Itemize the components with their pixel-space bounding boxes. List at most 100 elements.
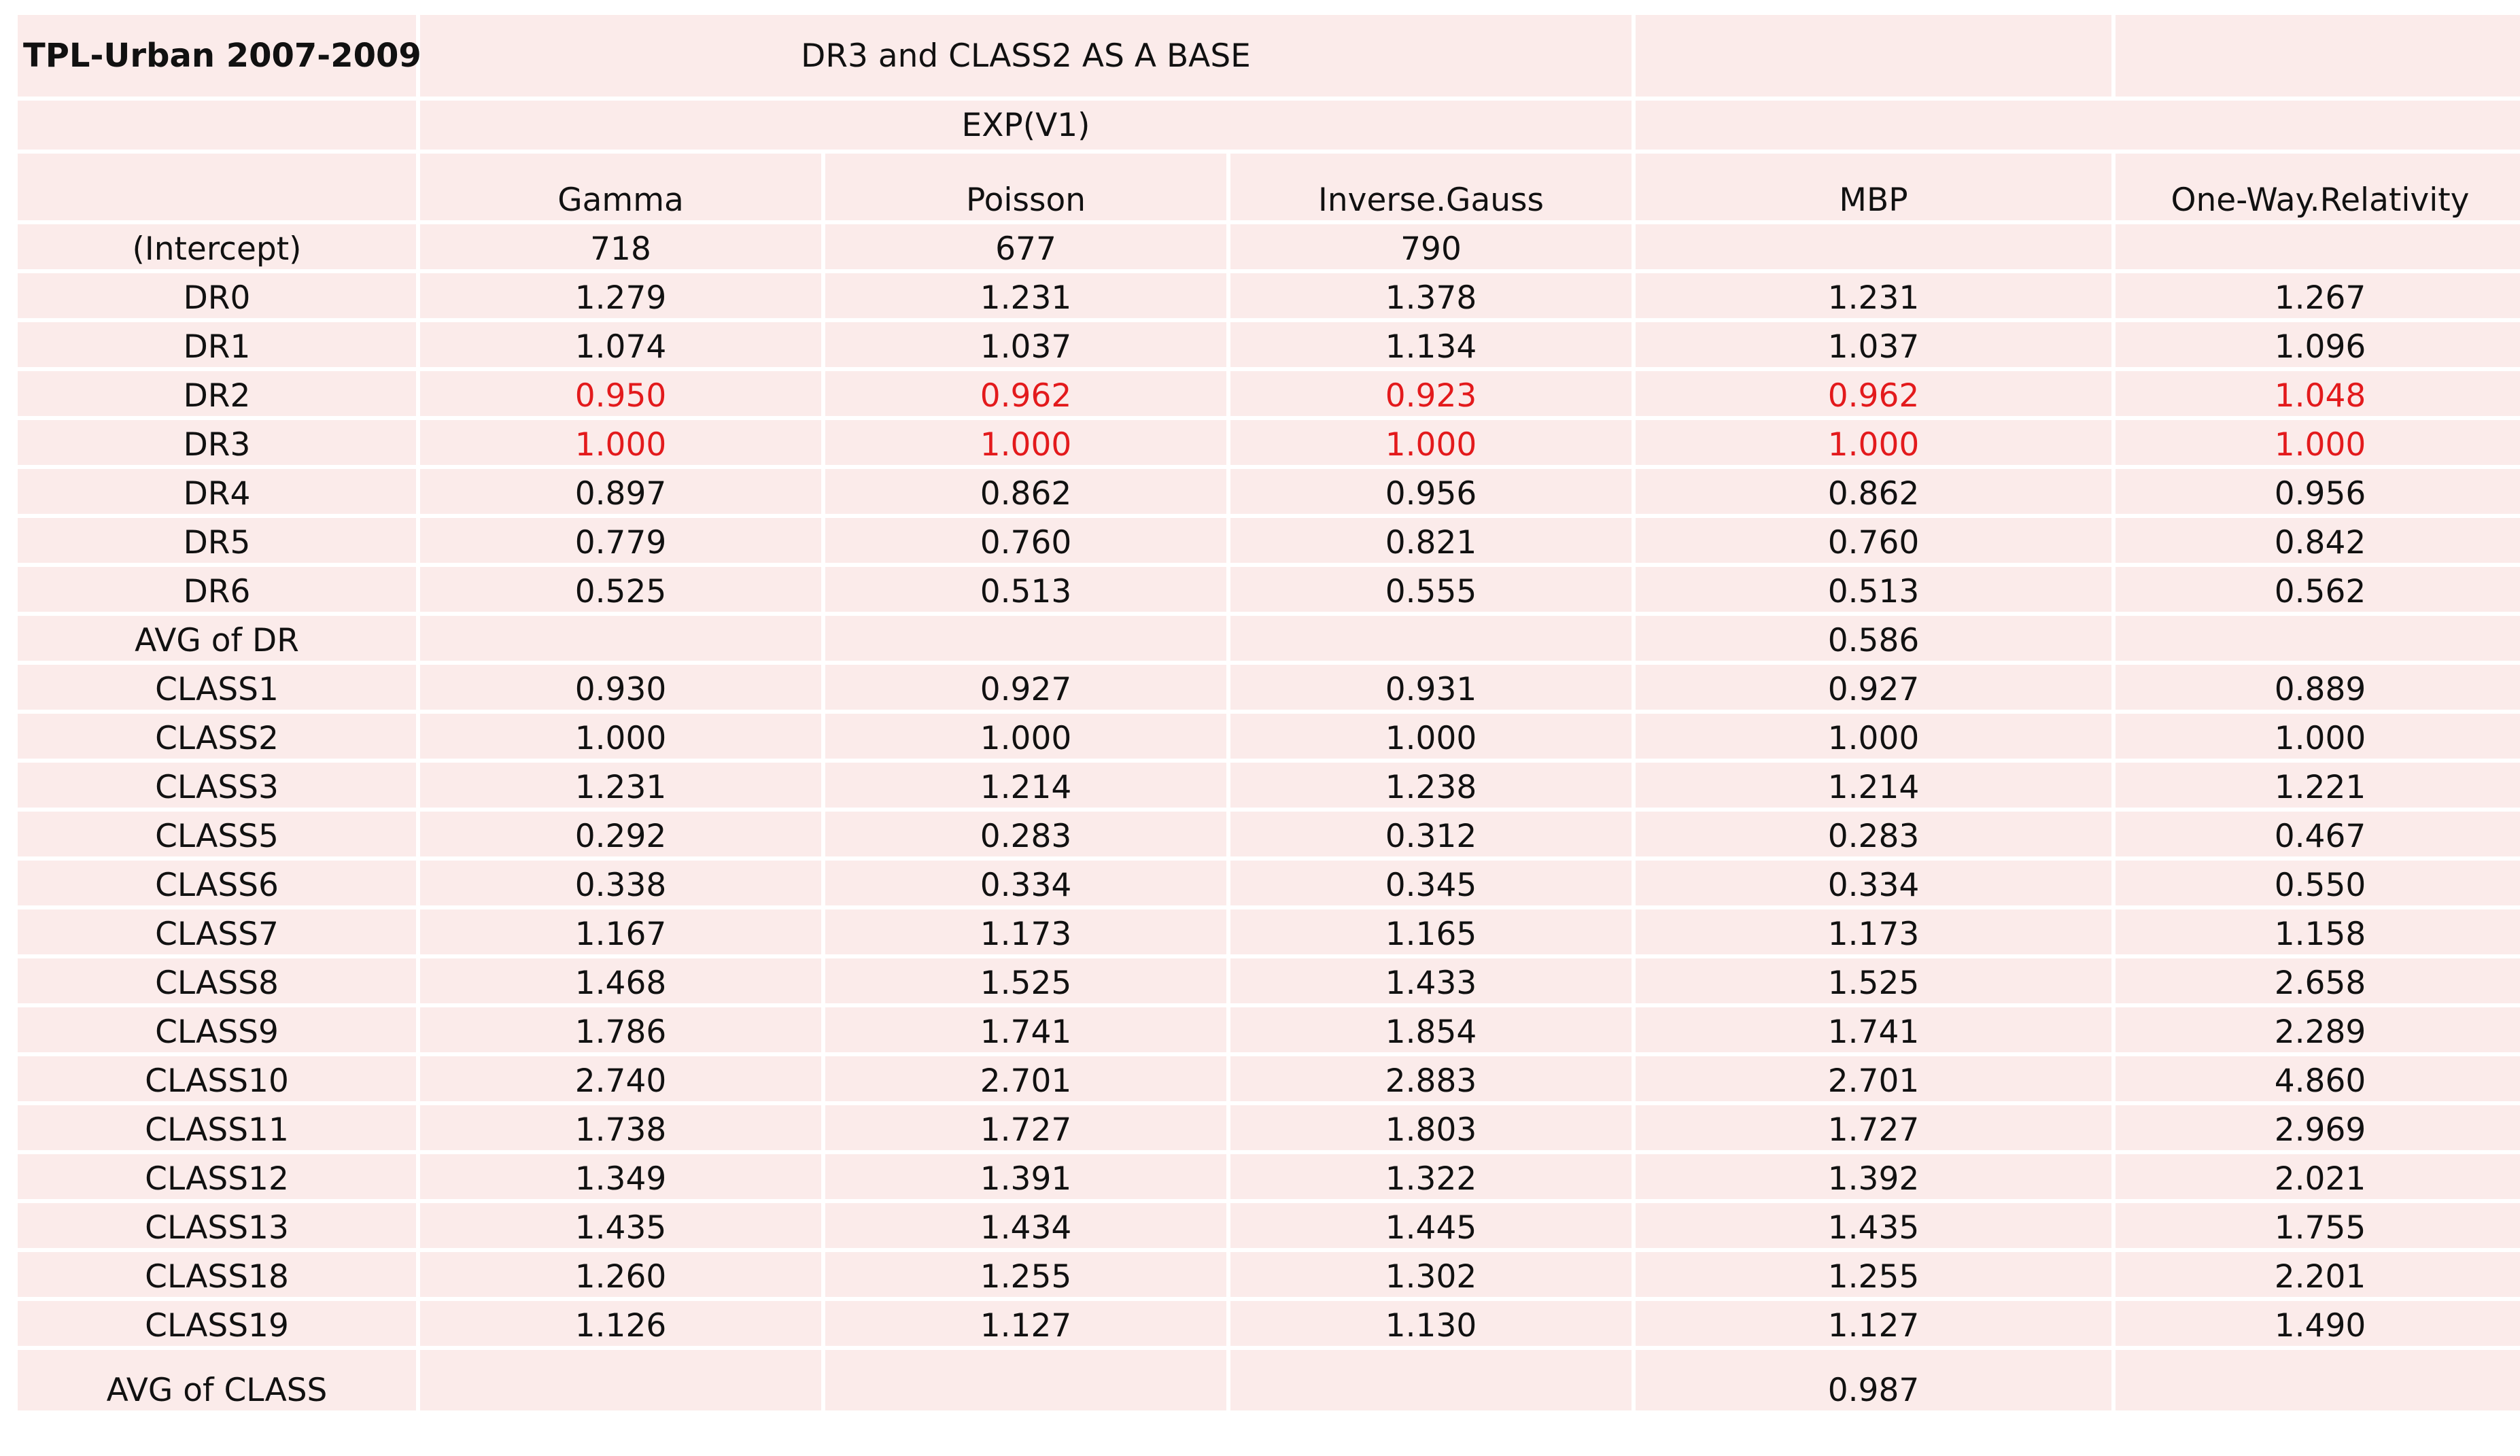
table-subtitle: DR3 and CLASS2 AS A BASE [420,15,1632,97]
table-cell: 2.969 [2116,1105,2520,1150]
row-label: AVG of DR [18,616,416,661]
table-cell: 1.279 [420,273,821,318]
table-cell: 0.525 [420,567,821,612]
row-label: (Intercept) [18,224,416,269]
table-cell: 1.727 [1636,1105,2111,1150]
table-cell [420,1350,821,1410]
table-cell: 0.821 [1230,518,1632,563]
table-cell: 1.255 [1636,1252,2111,1297]
table-cell: 1.525 [1636,958,2111,1003]
table-cell: 0.586 [1636,616,2111,661]
table-cell: 1.158 [2116,909,2520,954]
table-cell: 1.741 [825,1007,1226,1052]
table-cell: 1.738 [420,1105,821,1150]
row-label: CLASS10 [18,1056,416,1101]
table-cell: 1.173 [1636,909,2111,954]
table-cell: 1.000 [1636,714,2111,759]
table-cell: 0.930 [420,665,821,710]
table-cell: 0.897 [420,469,821,514]
table-cell: 1.435 [420,1203,821,1248]
table-cell: 1.392 [1636,1154,2111,1199]
table-cell: 1.525 [825,958,1226,1003]
header-empty-cell [18,154,416,220]
row-label: CLASS9 [18,1007,416,1052]
table-cell: 1.435 [1636,1203,2111,1248]
table-cell: 1.854 [1230,1007,1632,1052]
row-label: CLASS8 [18,958,416,1003]
table-cell: 1.000 [2116,714,2520,759]
table-cell: 1.238 [1230,763,1632,808]
row-label: CLASS11 [18,1105,416,1150]
table-cell: 0.862 [1636,469,2111,514]
header-empty-cell [1636,101,2520,150]
table-cell: 0.760 [1636,518,2111,563]
row-label: CLASS2 [18,714,416,759]
table-cell: 0.292 [420,812,821,856]
table-cell: 0.927 [1636,665,2111,710]
table-cell: 1.786 [420,1007,821,1052]
table-cell: 0.334 [825,861,1226,905]
table-cell: 1.000 [2116,420,2520,465]
table-cell [2116,616,2520,661]
table-cell: 1.741 [1636,1007,2111,1052]
header-empty-cell [2116,15,2520,97]
table-cell: 1.096 [2116,322,2520,367]
table-cell: 2.289 [2116,1007,2520,1052]
table-cell: 0.931 [1230,665,1632,710]
table-cell: 1.000 [1230,714,1632,759]
table-cell: 1.231 [420,763,821,808]
table-cell: 1.000 [420,714,821,759]
row-label: CLASS1 [18,665,416,710]
table-cell [825,616,1226,661]
row-label: DR6 [18,567,416,612]
table-cell: 0.550 [2116,861,2520,905]
table-cell: 1.803 [1230,1105,1632,1150]
table-cell: 1.000 [1230,420,1632,465]
table-cell: 1.000 [825,714,1226,759]
table-title: TPL-Urban 2007-2009 [18,15,421,97]
row-label: AVG of CLASS [18,1350,416,1410]
table-cell [825,1350,1226,1410]
table-cell: 1.378 [1230,273,1632,318]
table-cell: 1.130 [1230,1301,1632,1346]
table-cell: 2.201 [2116,1252,2520,1297]
table-cell: 1.000 [420,420,821,465]
table-subsubtitle: EXP(V1) [420,101,1632,150]
table-cell: 1.727 [825,1105,1226,1150]
table-cell: 0.962 [1636,371,2111,416]
table-cell: 718 [420,224,821,269]
table-cell: 0.950 [420,371,821,416]
table-cell: 1.231 [1636,273,2111,318]
table-cell: 0.513 [1636,567,2111,612]
header-empty-cell [1636,15,2111,97]
table-cell: 1.126 [420,1301,821,1346]
table-cell: 1.260 [420,1252,821,1297]
row-label: CLASS3 [18,763,416,808]
table-cell: 1.267 [2116,273,2520,318]
table-cell: 0.842 [2116,518,2520,563]
table-cell: 4.860 [2116,1056,2520,1101]
table-cell: 0.312 [1230,812,1632,856]
table-cell: 0.283 [1636,812,2111,856]
table-cell [2116,1350,2520,1410]
table-cell: 677 [825,224,1226,269]
row-label: CLASS13 [18,1203,416,1248]
table-cell: 0.889 [2116,665,2520,710]
table-cell: 1.755 [2116,1203,2520,1248]
table-cell [1230,616,1632,661]
table-cell: 0.562 [2116,567,2520,612]
table-cell: 1.048 [2116,371,2520,416]
table-cell: 1.134 [1230,322,1632,367]
header-empty-cell [18,101,416,150]
table-cell: 0.338 [420,861,821,905]
row-label: CLASS6 [18,861,416,905]
table-cell: 0.345 [1230,861,1632,905]
row-label: CLASS19 [18,1301,416,1346]
table-cell: 1.434 [825,1203,1226,1248]
table-cell [1636,224,2111,269]
table-cell: 1.433 [1230,958,1632,1003]
table-cell: 2.701 [1636,1056,2111,1101]
row-label: DR5 [18,518,416,563]
table-cell: 0.923 [1230,371,1632,416]
table-cell: 0.467 [2116,812,2520,856]
